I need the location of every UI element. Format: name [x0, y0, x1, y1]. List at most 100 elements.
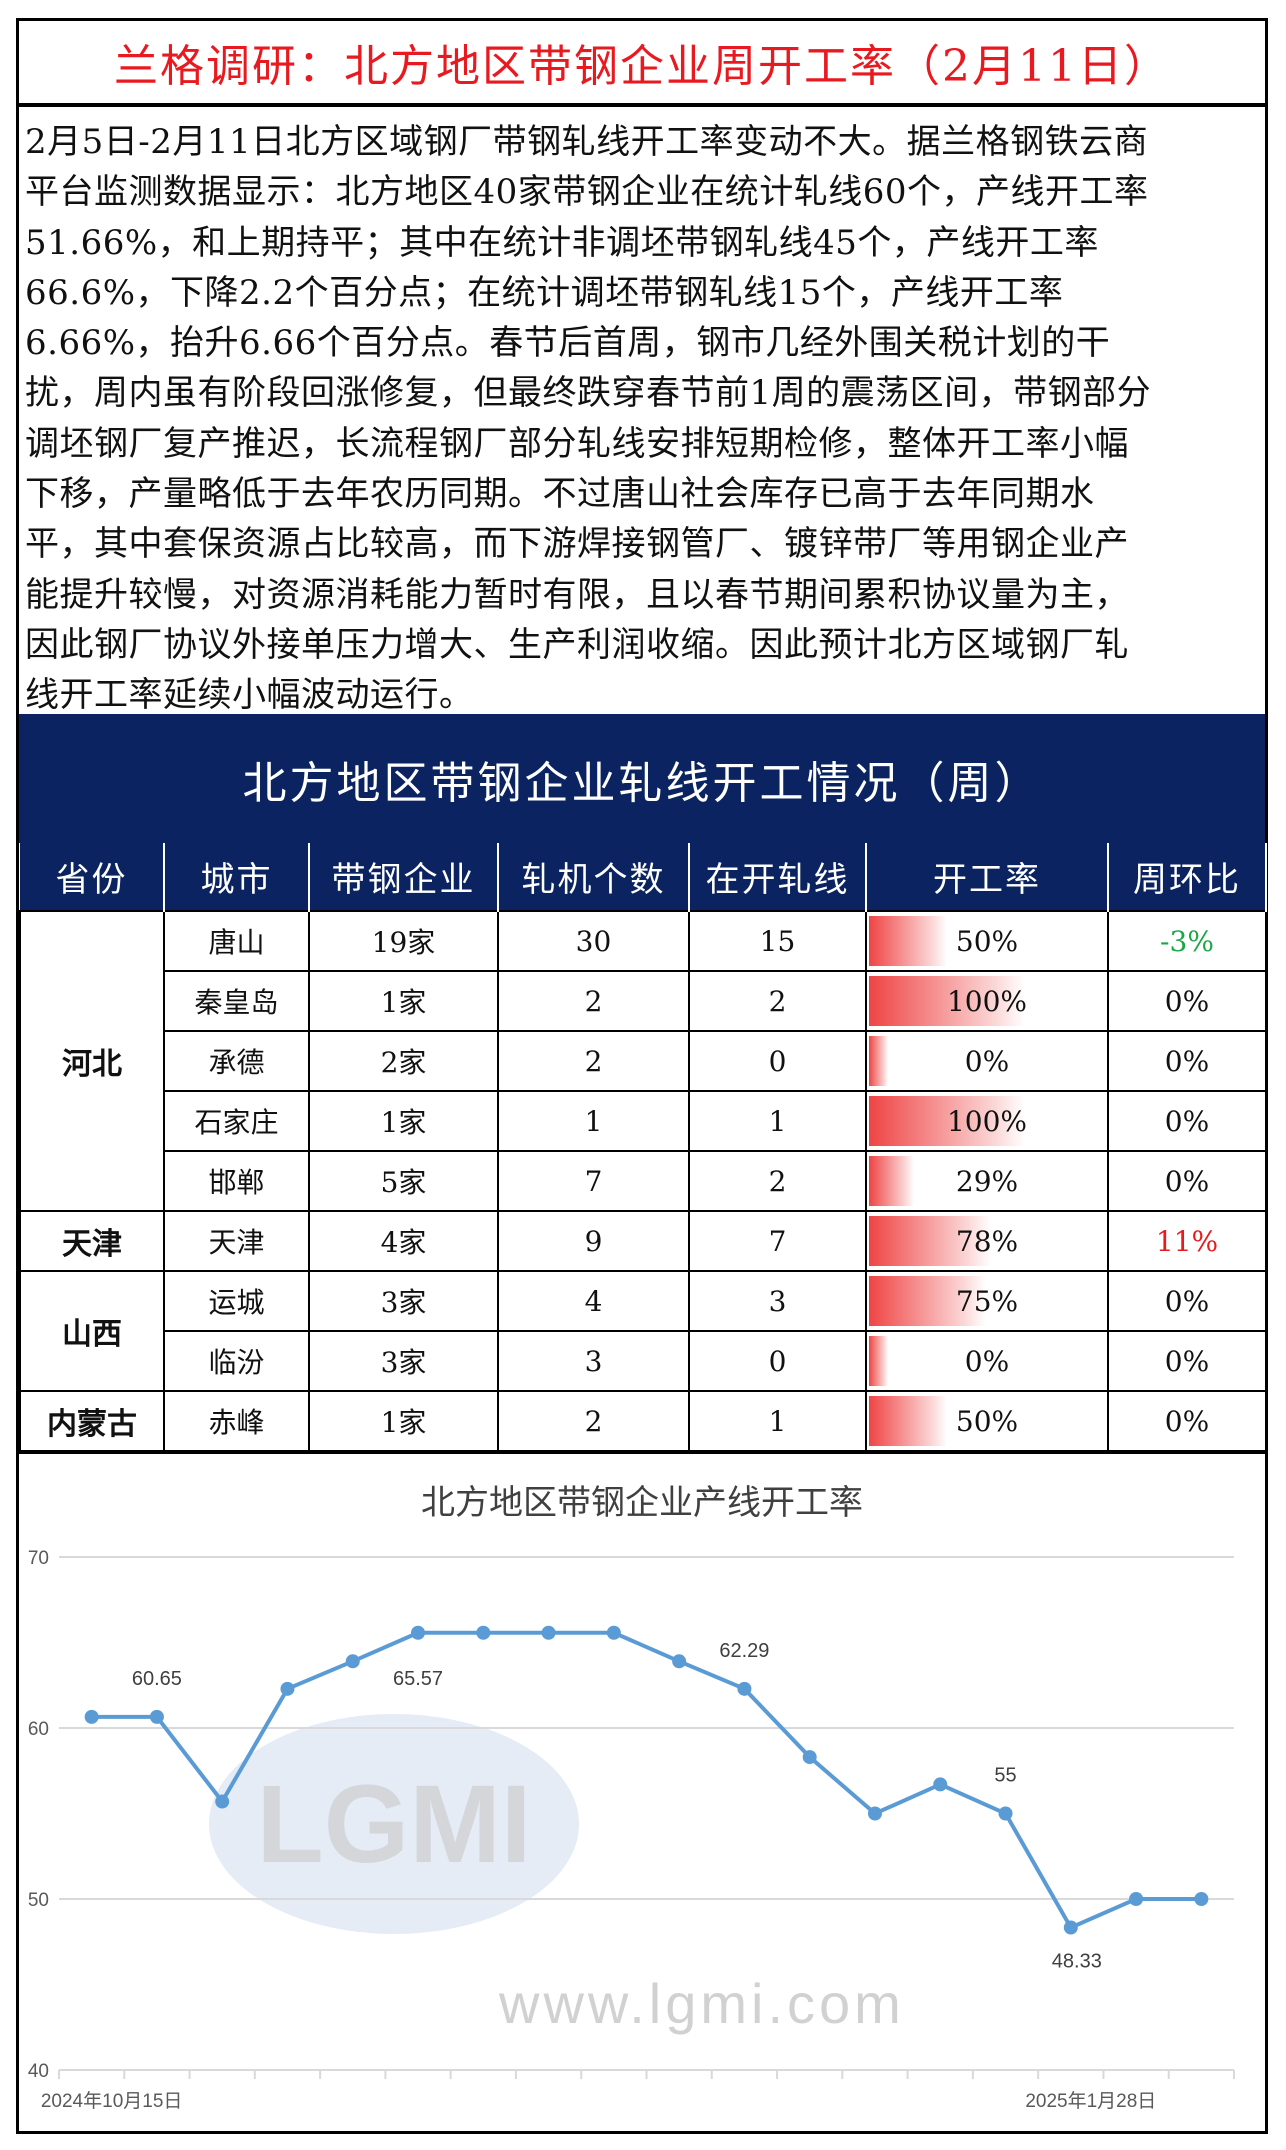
firms-cell: 2家 — [308, 1030, 499, 1092]
rate-value: 100% — [946, 984, 1028, 1018]
rate-bar — [869, 1216, 991, 1266]
firms-cell: 1家 — [308, 1390, 499, 1452]
rate-cell: 0% — [865, 1330, 1109, 1392]
y-tick-label: 40 — [28, 2061, 49, 2082]
y-tick-label: 60 — [28, 1719, 49, 1740]
table-row: 天津 天津 4家 9 7 78% 11% — [19, 1210, 1267, 1272]
data-label: 62.29 — [719, 1640, 769, 1662]
wow-cell: 11% — [1107, 1210, 1267, 1272]
firms-cell: 4家 — [308, 1210, 499, 1272]
data-point — [215, 1794, 230, 1809]
table-row: 山西 运城 3家 4 3 75% 0% — [19, 1270, 1267, 1392]
x-tick-label: 2024年10月15日 — [41, 2090, 183, 2112]
rate-bar — [869, 1336, 889, 1386]
rate-bar — [869, 916, 947, 966]
mills-cell: 9 — [497, 1210, 690, 1272]
mills-cell: 4 — [497, 1270, 690, 1332]
x-tick-label: 2025年1月28日 — [1025, 2090, 1156, 2112]
summary-line: 6.66%，抬升6.66个百分点。春节后首周，钢市几经外围关税计划的干 — [25, 323, 1111, 364]
city-cell: 邯郸 — [163, 1150, 310, 1212]
rate-bar — [869, 1276, 986, 1326]
summary-line: 扰，周内虽有阶段回涨修复，但最终跌穿春节前1周的震荡区间，带钢部分 — [25, 373, 1152, 414]
data-point — [1129, 1892, 1144, 1906]
chart-svg: 北方地区带钢企业产线开工率 70 60 50 40 2024年10月15日 2025年1月2… — [28, 1484, 1235, 2112]
table-row: 承德 2家 2 0 0% 0% — [20, 1030, 1267, 1092]
series-line — [91, 1630, 1202, 1931]
rate-bar — [869, 1096, 1025, 1146]
operating-rate-table: 省份 城市 带钢企业 轧机个数 在开轧线 开工率 周环比 河北 唐山 19家 30 15 50% -3%… — [19, 843, 1267, 1452]
data-point — [345, 1654, 360, 1669]
open-cell: 7 — [688, 1210, 867, 1272]
rate-cell: 0% — [865, 1030, 1109, 1092]
data-point — [998, 1806, 1013, 1821]
data-point — [933, 1777, 948, 1792]
rate-bar — [869, 1156, 915, 1206]
data-label: 60.65 — [132, 1668, 182, 1690]
rate-cell: 50% — [865, 1390, 1109, 1452]
rate-cell: 29% — [865, 1150, 1109, 1212]
open-cell: 15 — [688, 910, 867, 972]
mills-cell: 2 — [497, 1390, 690, 1452]
wow-cell: 0% — [1107, 1030, 1267, 1092]
open-cell: 2 — [688, 1150, 867, 1212]
data-point — [802, 1750, 817, 1765]
lgmi-watermark-logo: LGMI — [209, 1714, 579, 1934]
rate-value: 78% — [955, 1224, 1019, 1258]
rate-cell: 100% — [865, 970, 1109, 1032]
data-label: 55 — [994, 1765, 1016, 1787]
table-row: 临汾 3家 3 0 0% 0% — [20, 1330, 1267, 1392]
data-point — [411, 1625, 426, 1640]
data-point — [737, 1681, 752, 1696]
wow-cell: 0% — [1107, 1330, 1267, 1392]
wow-cell: 0% — [1107, 1150, 1267, 1212]
data-point — [867, 1806, 882, 1821]
rate-value: 50% — [955, 1404, 1019, 1438]
chart-title: 北方地区带钢企业产线开工率 — [421, 1484, 863, 1522]
city-cell: 承德 — [163, 1030, 310, 1092]
column-header: 开工率 — [866, 843, 1109, 911]
city-cell: 石家庄 — [163, 1090, 310, 1152]
firms-cell: 3家 — [308, 1330, 499, 1392]
open-cell: 1 — [688, 1390, 867, 1452]
rate-bar — [869, 976, 1025, 1026]
column-header: 在开轧线 — [689, 843, 867, 911]
summary-line: 线开工率延续小幅波动运行。 — [25, 675, 474, 716]
data-point — [1194, 1892, 1209, 1906]
mills-cell: 2 — [497, 970, 690, 1032]
city-cell: 运城 — [163, 1270, 310, 1332]
summary-line: 2月5日-2月11日北方区域钢厂带钢轧线开工率变动不大。据兰格钢铁云商 — [25, 122, 1149, 162]
city-cell: 唐山 — [163, 910, 310, 972]
rate-value: 0% — [964, 1044, 1010, 1078]
mills-cell: 7 — [497, 1150, 690, 1212]
province-cell: 山西 — [19, 1270, 165, 1392]
wow-cell: 0% — [1107, 1270, 1267, 1332]
table-header-row: 省份 城市 带钢企业 轧机个数 在开轧线 开工率 周环比 — [20, 843, 1267, 911]
table-row: 邯郸 5家 7 2 29% 0% — [20, 1150, 1267, 1212]
summary-line: 51.66%，和上期持平；其中在统计非调坯带钢轧线45个，产线开工率 — [25, 222, 1099, 263]
line-chart: LGMI www.lgmi.com 北方地区带钢企业产线开工率 70 60 50 40 2… — [19, 1451, 1265, 2134]
mills-cell: 2 — [497, 1030, 690, 1092]
summary-line: 能提升较慢，对资源消耗能力暂时有限，且以春节期间累积协议量为主， — [25, 574, 1129, 615]
province-cell: 内蒙古 — [19, 1390, 165, 1452]
column-header: 带钢企业 — [309, 843, 499, 911]
open-cell: 1 — [688, 1090, 867, 1152]
rate-cell: 50% — [865, 910, 1109, 972]
wow-cell: 0% — [1107, 970, 1267, 1032]
summary-line: 平，其中套保资源占比较高，而下游焊接钢管厂、镀锌带厂等用钢企业产 — [25, 524, 1129, 565]
province-cell: 天津 — [19, 1210, 165, 1272]
open-cell: 3 — [688, 1270, 867, 1332]
summary-line: 平台监测数据显示：北方地区40家带钢企业在统计轧线60个，产线开工率 — [25, 172, 1149, 213]
summary-line: 因此钢厂协议外接单压力增大、生产利润收缩。因此预计北方区域钢厂轧 — [25, 624, 1129, 665]
summary-line: 下移，产量略低于去年农历同期。不过唐山社会库存已高于去年同期水 — [25, 474, 1095, 515]
firms-cell: 19家 — [308, 910, 499, 972]
mills-cell: 30 — [497, 910, 690, 972]
data-point — [606, 1625, 621, 1640]
wow-cell: -3% — [1107, 910, 1267, 972]
rate-value: 75% — [955, 1284, 1019, 1318]
mills-cell: 1 — [497, 1090, 690, 1152]
report-title: 兰格调研：北方地区带钢企业周开工率（2月11日） — [19, 21, 1265, 107]
rate-value: 29% — [955, 1164, 1019, 1198]
rate-bar — [869, 1396, 947, 1446]
table-row: 石家庄 1家 1 1 100% 0% — [20, 1090, 1267, 1152]
data-point — [84, 1709, 99, 1724]
